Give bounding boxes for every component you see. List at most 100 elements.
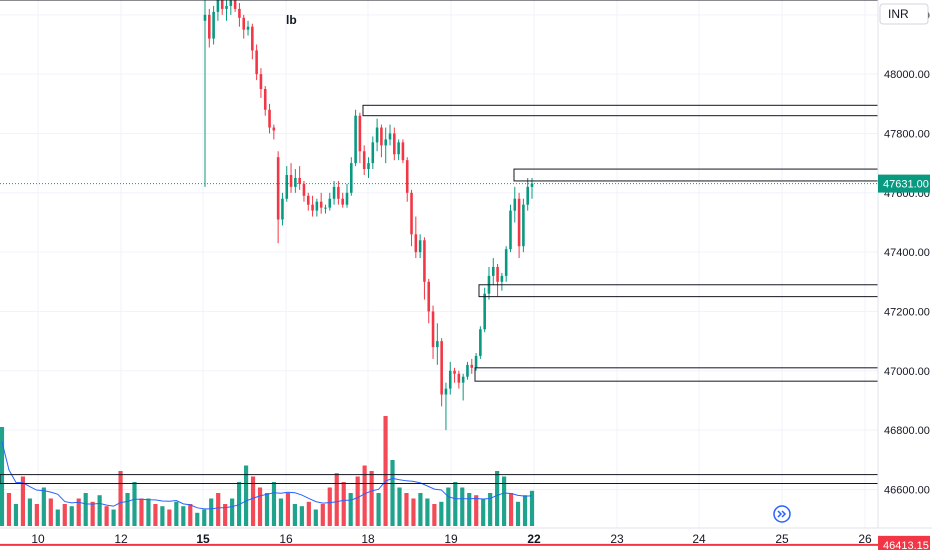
candle-body [298, 177, 301, 184]
volume-bar [439, 501, 444, 526]
volume-bar [481, 498, 486, 526]
candle-body [470, 364, 474, 368]
volume-bar [83, 493, 88, 526]
candle-body [530, 183, 534, 187]
volume-bar [299, 506, 304, 526]
candle-body [453, 370, 456, 374]
volume-bar [432, 504, 437, 526]
candle-body [225, 5, 228, 9]
go-to-realtime-button[interactable] [773, 505, 791, 523]
zone-box [513, 168, 879, 182]
volume-bar [216, 493, 221, 526]
volume-bar [404, 493, 409, 526]
currency-label: INR [888, 7, 909, 21]
candle-body [384, 139, 388, 146]
volume-bar [111, 509, 116, 526]
volume-bar [425, 498, 430, 526]
candle-body [513, 198, 517, 211]
zone-box [362, 104, 879, 117]
candle-body [208, 14, 211, 39]
candle-body [203, 14, 207, 21]
candle-body [328, 198, 332, 208]
y-tick-label: 48000.00 [884, 69, 930, 81]
volume-bar [76, 498, 81, 526]
candle-body [427, 281, 431, 312]
candle-body [431, 311, 435, 348]
volume-bar [223, 504, 228, 526]
x-axis: 10 12 15 16 18 19 22 23 24 25 26 [31, 532, 872, 546]
volume-bar [174, 501, 179, 526]
x-tick-label: 19 [444, 532, 458, 546]
volume-bar [292, 504, 297, 526]
candle-body [483, 293, 486, 330]
candle-body [479, 329, 482, 356]
candle-body [345, 192, 349, 205]
candle-body [393, 133, 396, 155]
volume-bar [327, 487, 332, 526]
candle-body [324, 207, 327, 209]
annotation-lb: lb [286, 13, 297, 27]
volume-bar [306, 501, 311, 526]
currency-box[interactable] [879, 3, 929, 25]
candle-body [259, 74, 263, 89]
y-tick-label: 47800.00 [884, 128, 930, 140]
candle-body [444, 388, 448, 395]
volume-bar [160, 506, 165, 526]
volume-bar [320, 504, 325, 526]
candle-body [457, 373, 461, 383]
volume-bar [369, 471, 374, 526]
candle-body [337, 186, 340, 199]
candle-body [522, 204, 525, 247]
candle-body [371, 142, 375, 164]
x-tick-label: 22 [527, 532, 541, 546]
volume-bar [0, 427, 5, 526]
volume-bar [125, 493, 130, 526]
candle-body [436, 341, 439, 348]
support-price-tag-label: 46413.15 [883, 540, 929, 550]
volume-bar [418, 493, 423, 526]
candle-body [362, 151, 366, 170]
volume-bar [237, 482, 242, 526]
candle-body [220, 0, 224, 9]
candle-body [212, 11, 215, 39]
volume-bar [209, 498, 214, 526]
x-tick-label: 23 [610, 532, 624, 546]
candle-body [397, 142, 400, 155]
candle-body [255, 50, 258, 75]
volume-bar [202, 509, 207, 526]
volume-bar [139, 498, 144, 526]
x-tick-label: 10 [31, 532, 45, 546]
candle-body [509, 210, 512, 250]
volume-bar [153, 504, 158, 526]
volume-bar [104, 506, 109, 526]
candle-body [263, 88, 267, 110]
volume-bar [460, 487, 465, 526]
volume-bar [495, 471, 500, 526]
volume-bar [313, 509, 318, 526]
candle-body [242, 17, 246, 30]
candle-body [410, 192, 413, 235]
candle-body [358, 115, 362, 152]
volume-bar [474, 495, 479, 526]
candle-body [281, 198, 284, 220]
volume-bar [397, 487, 402, 526]
x-tick-label: 12 [114, 532, 128, 546]
volume-bar [41, 487, 46, 526]
volume-bar [278, 498, 284, 526]
candle-body [294, 177, 297, 187]
volume-bar [390, 460, 395, 526]
candle-body [418, 240, 422, 253]
volume-bar [502, 476, 507, 526]
volume-bar [48, 498, 53, 526]
x-tick-label: 26 [858, 532, 872, 546]
volume-bar [118, 471, 123, 526]
candle-body [474, 355, 478, 368]
candle-body [341, 198, 344, 205]
candle-body [491, 266, 495, 276]
zone-box [474, 367, 879, 382]
candle-body [233, 0, 237, 9]
volume-bar [257, 487, 263, 526]
support-price-tag [878, 535, 930, 550]
volume-bar [188, 504, 193, 526]
